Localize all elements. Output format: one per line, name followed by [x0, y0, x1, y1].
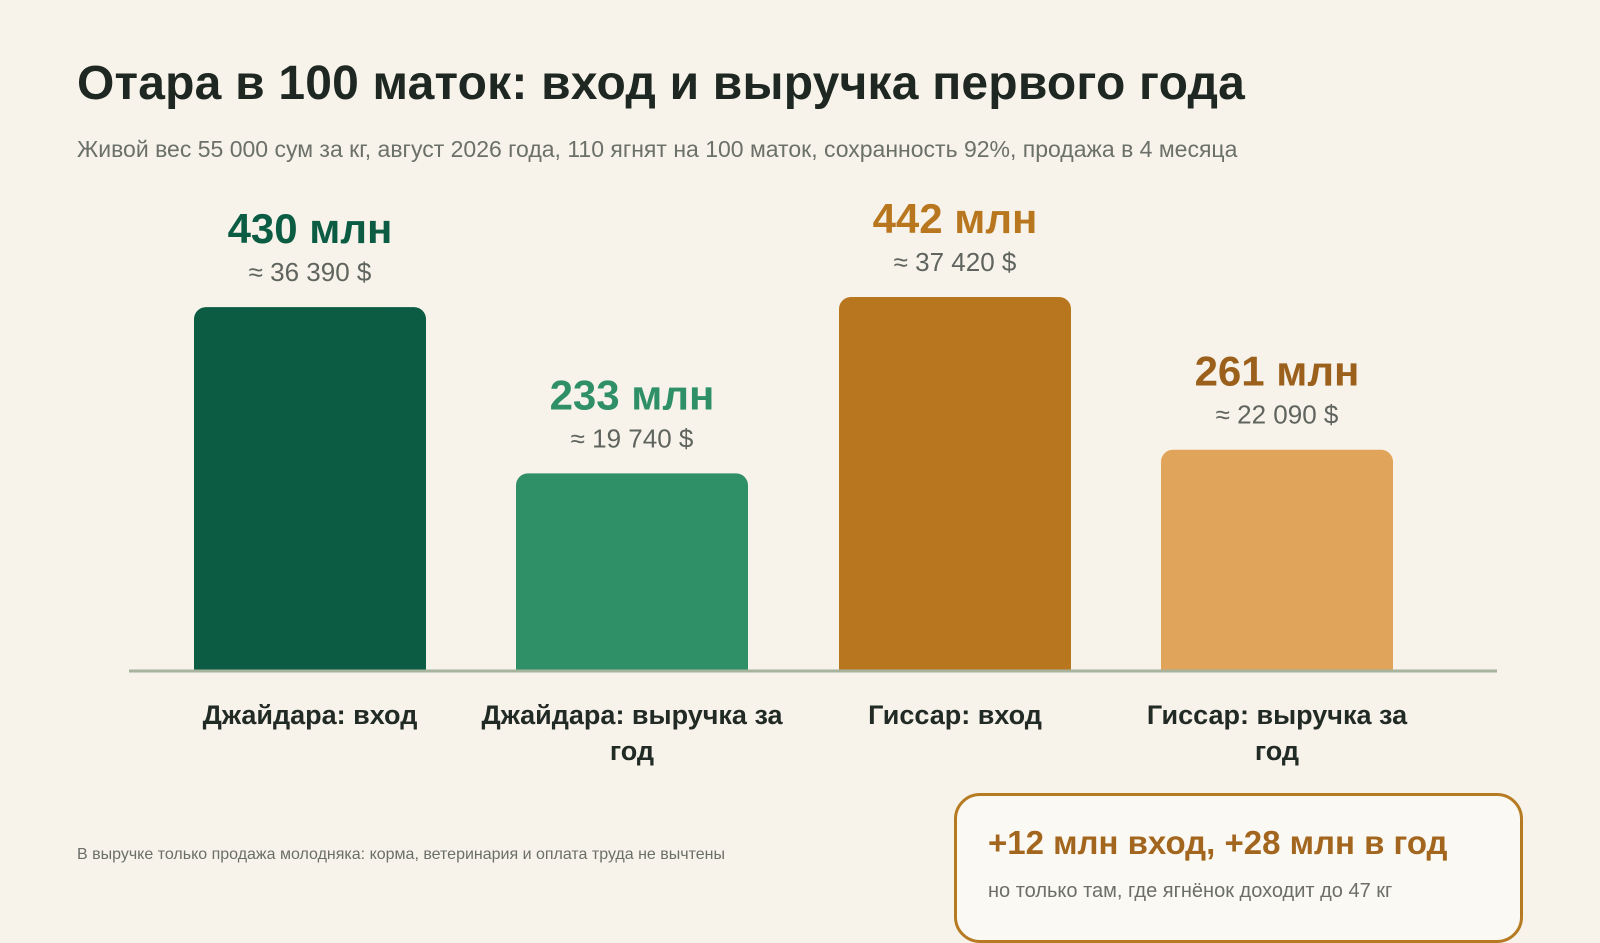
- bar-usd-label: ≈ 36 390 $: [249, 257, 372, 287]
- bar-usd-label: ≈ 22 090 $: [1216, 400, 1339, 430]
- category-label: Джайдара: выручка за: [481, 700, 783, 730]
- category-label: год: [610, 736, 654, 766]
- bar: [1161, 449, 1393, 670]
- bar-usd-label: ≈ 19 740 $: [571, 423, 694, 453]
- callout-box: +12 млн вход, +28 млн в год но только та…: [954, 793, 1523, 943]
- bar-value-label: 233 млн: [550, 371, 715, 418]
- bar: [839, 297, 1071, 670]
- footnote: В выручке только продажа молодняка: корм…: [77, 846, 725, 863]
- category-label: Гиссар: вход: [868, 700, 1042, 730]
- bar-value-label: 261 млн: [1195, 348, 1360, 395]
- category-label: год: [1255, 736, 1299, 766]
- bar-value-label: 442 млн: [873, 195, 1038, 242]
- bar-value-label: 430 млн: [228, 205, 393, 252]
- callout-title: +12 млн вход, +28 млн в год: [988, 824, 1448, 861]
- callout-subtitle: но только там, где ягнёнок доходит до 47…: [988, 880, 1393, 902]
- chart-subtitle: Живой вес 55 000 сум за кг, август 2026 …: [77, 136, 1238, 162]
- chart-title: Отара в 100 маток: вход и выручка первог…: [77, 57, 1246, 110]
- bar: [516, 473, 748, 670]
- bar: [194, 307, 426, 670]
- bar-usd-label: ≈ 37 420 $: [894, 247, 1017, 277]
- category-label: Джайдара: вход: [203, 700, 418, 730]
- category-label: Гиссар: выручка за: [1147, 700, 1408, 730]
